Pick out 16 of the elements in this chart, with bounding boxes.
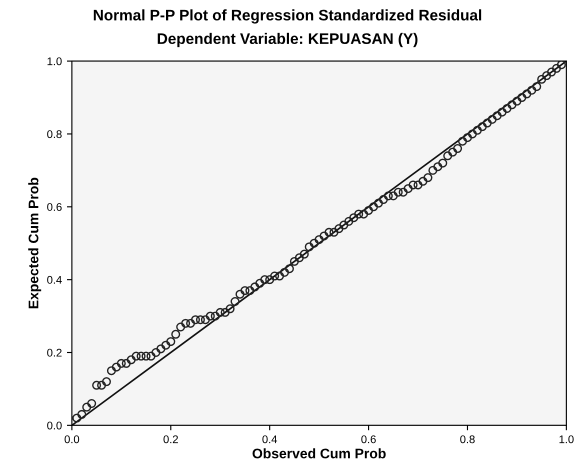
y-tick-label: 1.0 — [48, 57, 62, 66]
chart-title: Normal P-P Plot of Regression Standardized Residual — [94, 9, 482, 24]
x-tick-label: 1.0 — [560, 435, 574, 444]
y-tick-label: 0.8 — [47, 130, 62, 138]
x-tick-label: 0.6 — [361, 435, 376, 444]
x-tick-label: 0.0 — [64, 435, 80, 444]
y-tick-label: 0.6 — [47, 203, 62, 211]
y-axis-title: Expected Cum Prob — [28, 178, 42, 308]
x-axis-title: Observed Cum Prob — [252, 448, 386, 458]
chart-subtitle: Dependent Variable: KEPUASAN (Y) — [158, 32, 418, 48]
x-tick-label: 0.4 — [262, 435, 278, 444]
y-tick-label: 0.0 — [47, 422, 62, 430]
x-tick-label: 0.2 — [163, 435, 178, 444]
y-tick-label: 0.4 — [47, 276, 62, 284]
x-tick-label: 0.8 — [460, 435, 475, 444]
y-tick-label: 0.2 — [47, 348, 62, 357]
